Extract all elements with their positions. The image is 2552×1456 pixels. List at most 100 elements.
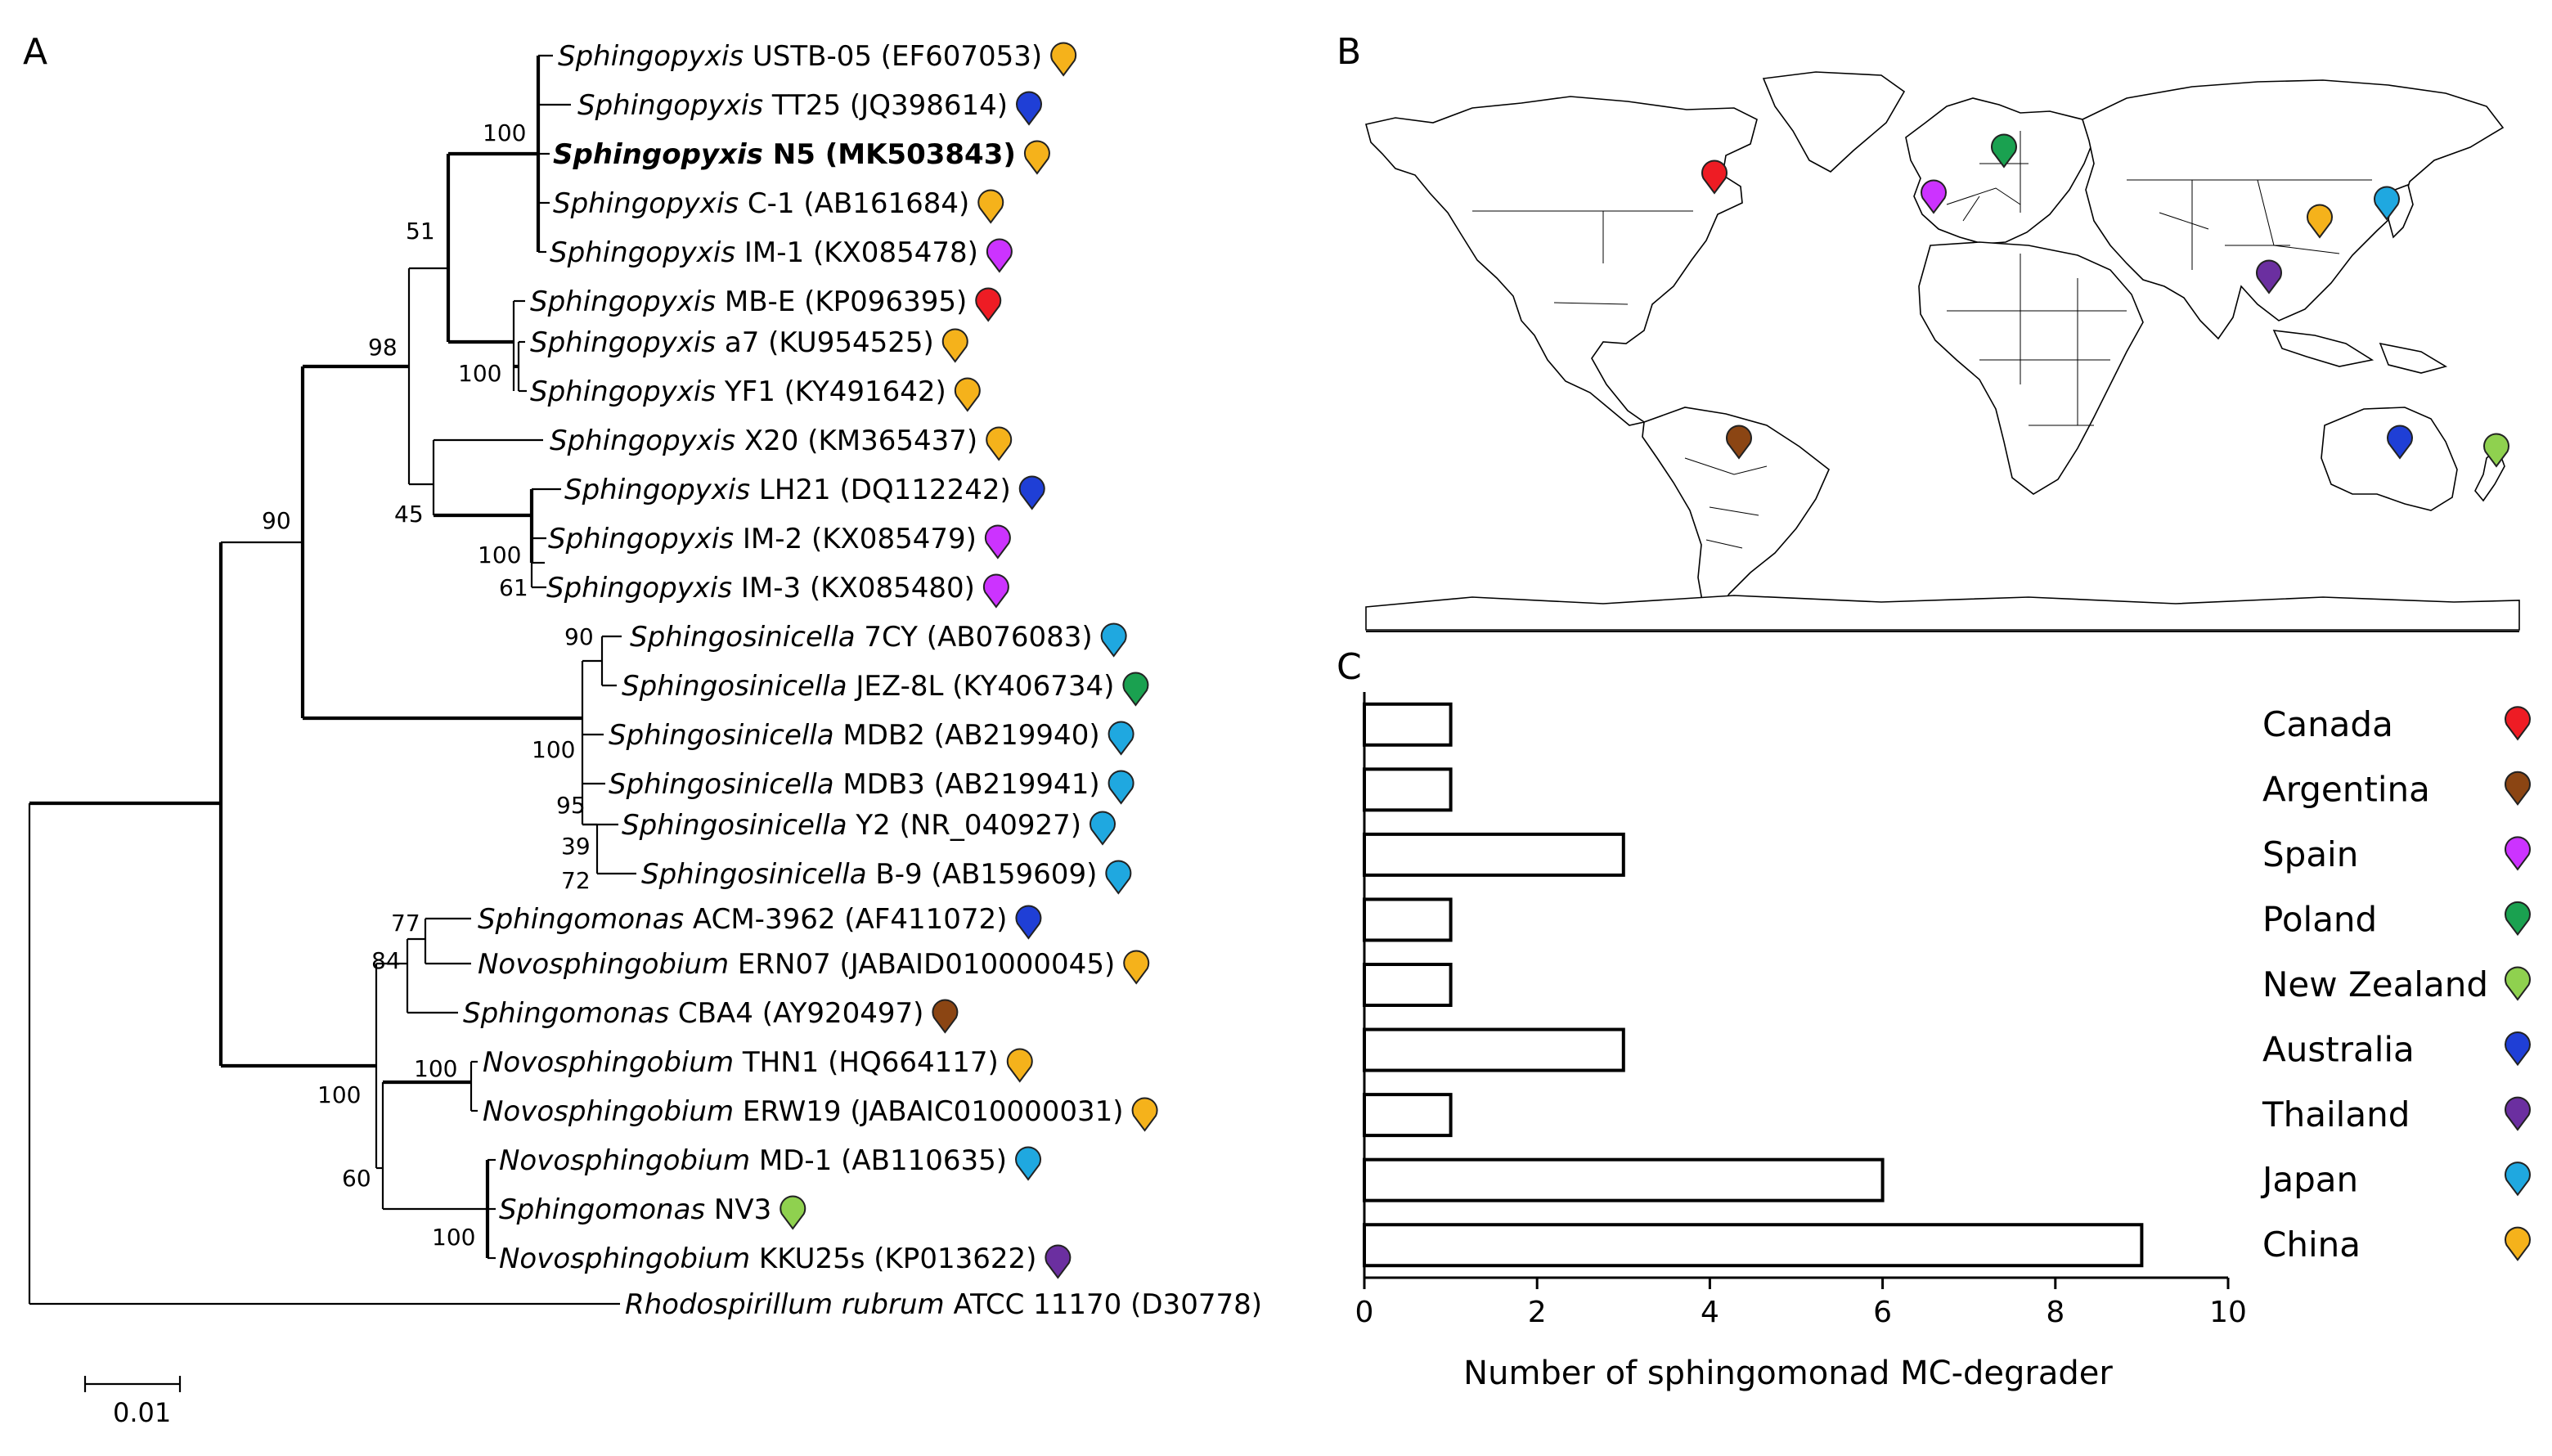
panel-a: A	[23, 31, 1262, 1428]
legend-marker	[2505, 706, 2531, 741]
map-marker-spain	[1921, 179, 1947, 214]
tree-leaf-marker	[1123, 950, 1150, 985]
panel-c: C 0 2 4 6 8 10 Number of sphingomonad MC-degr…	[1337, 646, 2531, 1392]
map-marker-argentina	[1726, 425, 1752, 460]
legend-marker	[2505, 1226, 2531, 1261]
legend-label: Poland	[2262, 899, 2377, 939]
bar-poland	[1363, 897, 1453, 942]
map-marker-china	[2307, 204, 2333, 239]
x-tick-label: 4	[1701, 1296, 1719, 1329]
bootstrap-value: 100	[483, 119, 526, 146]
tree-leaf-marker	[1015, 905, 1042, 940]
tree-leaf-label: Sphingosinicella 7CY (AB076083)	[630, 621, 1093, 654]
tree-leaf-label: Sphingomonas NV3	[499, 1193, 771, 1226]
map-marker-thailand	[2256, 259, 2282, 294]
map-marker-new-zealand	[2483, 433, 2509, 468]
scale-bar-label: 0.01	[113, 1397, 171, 1428]
bar-thailand	[1363, 1093, 1453, 1138]
bootstrap-value: 77	[391, 910, 420, 937]
tree-leaf-label: Novosphingobium ERW19 (JABAIC010000031)	[483, 1095, 1124, 1128]
tree-leaf-label: Sphingosinicella MDB3 (AB219941)	[609, 768, 1100, 801]
tree-leaf-marker	[986, 238, 1013, 273]
legend-label: Spain	[2262, 834, 2358, 874]
bootstrap-value: 60	[342, 1165, 371, 1192]
x-tick-label: 10	[2209, 1296, 2247, 1329]
tree-leaf-label: Sphingopyxis a7 (KU954525)	[530, 326, 934, 359]
legend-label: Argentina	[2262, 769, 2430, 809]
bar-canada	[1363, 702, 1453, 747]
legend: Canada Argentina Spain Poland New Zealand Aus…	[2260, 704, 2531, 1265]
legend-marker	[2505, 1162, 2531, 1197]
panel-b-letter: B	[1337, 31, 1361, 73]
legend-marker	[2505, 966, 2531, 1001]
tree-leaf-marker	[975, 287, 1002, 322]
bar-australia	[1363, 1027, 1625, 1072]
tree-leaf-label: Sphingopyxis IM-2 (KX085479)	[548, 523, 977, 555]
tree-leaf-marker	[1050, 42, 1077, 77]
bootstrap-value: 100	[532, 736, 575, 763]
tree-leaf-marker	[984, 524, 1011, 559]
tree-leaf-marker	[986, 426, 1013, 461]
bootstrap-value: 72	[561, 867, 591, 894]
tree-leaf-label: Novosphingobium THN1 (HQ664117)	[483, 1046, 999, 1079]
bootstrap-value: 84	[371, 947, 401, 974]
legend-marker	[2505, 771, 2531, 806]
bootstrap-value: 100	[458, 360, 501, 387]
panel-a-letter: A	[23, 31, 47, 73]
bar-argentina	[1363, 767, 1453, 812]
bootstrap-value: 90	[564, 623, 594, 650]
bootstrap-value: 39	[561, 833, 591, 860]
tree-leaf-label: Sphingosinicella Y2 (NR_040927)	[622, 809, 1081, 842]
tree-leaf-marker	[1090, 811, 1116, 846]
bootstrap-value: 100	[478, 542, 521, 568]
tree-leaf-label: Sphingosinicella B-9 (AB159609)	[641, 858, 1097, 891]
x-axis-label: Number of sphingomonad MC-degrader	[1463, 1355, 2113, 1392]
tree-leaf-marker	[932, 999, 959, 1034]
panel-c-letter: C	[1337, 646, 1362, 688]
bootstrap-value: 100	[317, 1081, 361, 1108]
bootstrap-value: 90	[262, 507, 291, 534]
legend-marker	[2505, 1096, 2531, 1131]
tree-leaf-label: Sphingopyxis MB-E (KP096395)	[530, 285, 967, 318]
tree-leaves: Sphingopyxis USTB-05 (EF607053) Sphingopy…	[463, 40, 1262, 1321]
tree-branches	[28, 54, 636, 1305]
tree-leaf-marker	[1122, 672, 1149, 707]
bootstrap-value: 45	[394, 501, 424, 528]
bootstrap-value: 95	[556, 792, 586, 819]
tree-leaf-label: Novosphingobium KKU25s (KP013622)	[499, 1243, 1036, 1275]
tree-leaf-marker	[1108, 770, 1134, 805]
tree-leaf-marker	[1131, 1097, 1158, 1132]
bootstrap-value: 61	[499, 574, 528, 601]
tree-leaf-label: Sphingomonas ACM-3962 (AF411072)	[478, 903, 1007, 936]
x-tick-label: 0	[1355, 1296, 1374, 1329]
tree-leaf-label: Sphingopyxis C-1 (AB161684)	[553, 187, 969, 220]
bar-new-zealand	[1363, 963, 1453, 1007]
tree-leaf-marker	[982, 573, 1009, 609]
tree-leaf-label: Sphingosinicella MDB2 (AB219940)	[609, 719, 1100, 752]
legend-marker	[2505, 1031, 2531, 1067]
tree-leaf-marker	[1100, 622, 1127, 658]
bar-spain	[1363, 832, 1625, 877]
bootstrap-value: 100	[432, 1224, 475, 1251]
tree-leaf-marker	[1108, 721, 1134, 756]
map-markers	[1701, 133, 2509, 468]
tree-leaf-label: Sphingosinicella JEZ-8L (KY406734)	[622, 670, 1114, 703]
map-marker-poland	[1991, 133, 2017, 169]
bootstrap-labels: 100 51 98 100 90 45 100 61 90 100 95 39 …	[262, 119, 594, 1251]
tree-leaf-marker	[1016, 91, 1043, 126]
tree-leaf-label: Rhodospirillum rubrum ATCC 11170 (D30778…	[625, 1288, 1262, 1321]
tree-leaf-label: Sphingopyxis X20 (KM365437)	[550, 425, 977, 457]
tree-leaf-marker	[941, 328, 968, 363]
x-tick-label: 2	[1528, 1296, 1547, 1329]
legend-marker	[2505, 836, 2531, 871]
legend-label: Japan	[2260, 1160, 2358, 1200]
map-marker-japan	[2374, 186, 2400, 221]
tree-leaf-label: Sphingopyxis USTB-05 (EF607053)	[558, 40, 1042, 73]
tree-leaf-marker	[1105, 860, 1132, 895]
panel-b: B	[1337, 31, 2520, 632]
map-marker-australia	[2387, 425, 2413, 460]
tree-leaf-label: Novosphingobium ERN07 (JABAID010000045)	[478, 948, 1115, 981]
bar-chart: 0 2 4 6 8 10	[1355, 692, 2247, 1329]
legend-label: Thailand	[2262, 1094, 2410, 1135]
